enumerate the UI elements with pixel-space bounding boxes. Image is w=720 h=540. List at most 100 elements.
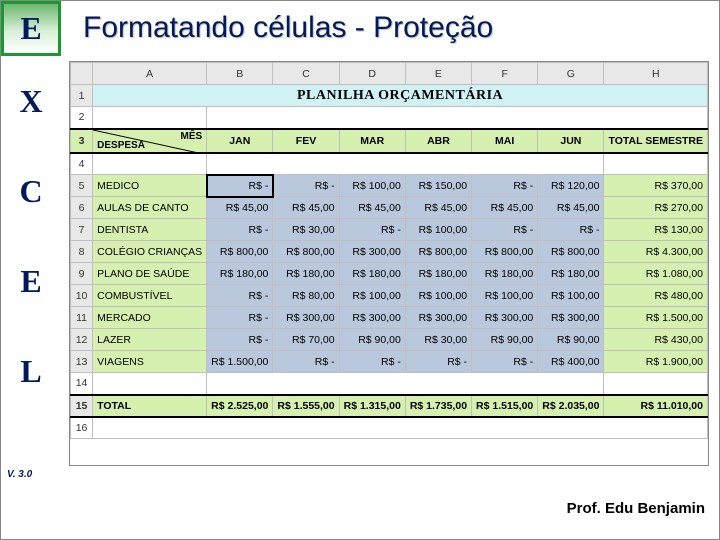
- col-a-header[interactable]: A: [93, 63, 207, 85]
- cell-11-4[interactable]: R$ 300,00: [405, 307, 471, 329]
- cell-9-1[interactable]: R$ 180,00: [207, 263, 273, 285]
- cell-7-5[interactable]: R$ -: [472, 219, 538, 241]
- spreadsheet[interactable]: A B C D E F G H 1 PLANILHA ORÇAMENTÁRIA …: [69, 61, 709, 466]
- cell-12-1[interactable]: R$ -: [207, 329, 273, 351]
- cell-8-4[interactable]: R$ 800,00: [405, 241, 471, 263]
- cell-6-5[interactable]: R$ 45,00: [472, 197, 538, 219]
- total-jun[interactable]: R$ 2.035,00: [538, 395, 604, 417]
- cell-h14[interactable]: [604, 373, 708, 395]
- cell-13-5[interactable]: R$ -: [472, 351, 538, 373]
- cell-13-1[interactable]: R$ 1.500,00: [207, 351, 273, 373]
- row-8-header[interactable]: 8: [71, 241, 93, 263]
- rowtotal-8[interactable]: R$ 4.300,00: [604, 241, 708, 263]
- cell-b4-g4[interactable]: [207, 153, 604, 175]
- cell-5-3[interactable]: R$ 100,00: [339, 175, 405, 197]
- cell-8-5[interactable]: R$ 800,00: [472, 241, 538, 263]
- rowtotal-13[interactable]: R$ 1.900,00: [604, 351, 708, 373]
- cell-6-6[interactable]: R$ 45,00: [538, 197, 604, 219]
- row-13-header[interactable]: 13: [71, 351, 93, 373]
- cell-5-2[interactable]: R$ -: [273, 175, 339, 197]
- cell-7-6[interactable]: R$ -: [538, 219, 604, 241]
- cell-11-3[interactable]: R$ 300,00: [339, 307, 405, 329]
- hdr-jun[interactable]: JUN: [538, 129, 604, 153]
- cell-13-6[interactable]: R$ 400,00: [538, 351, 604, 373]
- col-c-header[interactable]: C: [273, 63, 339, 85]
- cell-9-3[interactable]: R$ 180,00: [339, 263, 405, 285]
- row-4-header[interactable]: 4: [71, 153, 93, 175]
- cell-7-3[interactable]: R$ -: [339, 219, 405, 241]
- row-9-header[interactable]: 9: [71, 263, 93, 285]
- cell-7-2[interactable]: R$ 30,00: [273, 219, 339, 241]
- cell-10-5[interactable]: R$ 100,00: [472, 285, 538, 307]
- cell-5-1[interactable]: R$ -: [207, 175, 273, 197]
- cell-5-6[interactable]: R$ 120,00: [538, 175, 604, 197]
- label-12[interactable]: LAZER: [93, 329, 207, 351]
- col-f-header[interactable]: F: [472, 63, 538, 85]
- row-14-header[interactable]: 14: [71, 373, 93, 395]
- cell-10-6[interactable]: R$ 100,00: [538, 285, 604, 307]
- label-6[interactable]: AULAS DE CANTO: [93, 197, 207, 219]
- cell-6-4[interactable]: R$ 45,00: [405, 197, 471, 219]
- cell-8-6[interactable]: R$ 800,00: [538, 241, 604, 263]
- col-e-header[interactable]: E: [405, 63, 471, 85]
- total-mai[interactable]: R$ 1.515,00: [472, 395, 538, 417]
- cell-6-1[interactable]: R$ 45,00: [207, 197, 273, 219]
- row-15-header[interactable]: 15: [71, 395, 93, 417]
- cell-12-4[interactable]: R$ 30,00: [405, 329, 471, 351]
- cell-8-1[interactable]: R$ 800,00: [207, 241, 273, 263]
- row-16-header[interactable]: 16: [71, 417, 93, 439]
- cell-b14-g14[interactable]: [207, 373, 604, 395]
- sheet-title[interactable]: PLANILHA ORÇAMENTÁRIA: [93, 85, 708, 107]
- total-sem[interactable]: R$ 11.010,00: [604, 395, 708, 417]
- cell-7-1[interactable]: R$ -: [207, 219, 273, 241]
- hdr-total[interactable]: TOTAL SEMESTRE: [604, 129, 708, 153]
- cell-10-1[interactable]: R$ -: [207, 285, 273, 307]
- hdr-fev[interactable]: FEV: [273, 129, 339, 153]
- row-7-header[interactable]: 7: [71, 219, 93, 241]
- col-h-header[interactable]: H: [604, 63, 708, 85]
- cell-9-6[interactable]: R$ 180,00: [538, 263, 604, 285]
- rowtotal-12[interactable]: R$ 430,00: [604, 329, 708, 351]
- cell-a2[interactable]: [93, 107, 207, 129]
- row-1-header[interactable]: 1: [71, 85, 93, 107]
- rowtotal-10[interactable]: R$ 480,00: [604, 285, 708, 307]
- hdr-mar[interactable]: MAR: [339, 129, 405, 153]
- label-5[interactable]: MEDICO: [93, 175, 207, 197]
- label-8[interactable]: COLÉGIO CRIANÇAS: [93, 241, 207, 263]
- cell-12-5[interactable]: R$ 90,00: [472, 329, 538, 351]
- col-g-header[interactable]: G: [538, 63, 604, 85]
- hdr-mai[interactable]: MAI: [472, 129, 538, 153]
- row-6-header[interactable]: 6: [71, 197, 93, 219]
- cell-a16-h16[interactable]: [93, 417, 708, 439]
- label-7[interactable]: DENTISTA: [93, 219, 207, 241]
- cell-a4[interactable]: [93, 153, 207, 175]
- label-11[interactable]: MERCADO: [93, 307, 207, 329]
- row-10-header[interactable]: 10: [71, 285, 93, 307]
- cell-13-2[interactable]: R$ -: [273, 351, 339, 373]
- rowtotal-11[interactable]: R$ 1.500,00: [604, 307, 708, 329]
- hdr-abr[interactable]: ABR: [405, 129, 471, 153]
- cell-11-2[interactable]: R$ 300,00: [273, 307, 339, 329]
- row-12-header[interactable]: 12: [71, 329, 93, 351]
- cell-5-4[interactable]: R$ 150,00: [405, 175, 471, 197]
- total-label[interactable]: TOTAL: [93, 395, 207, 417]
- cell-13-3[interactable]: R$ -: [339, 351, 405, 373]
- row-5-header[interactable]: 5: [71, 175, 93, 197]
- rowtotal-5[interactable]: R$ 370,00: [604, 175, 708, 197]
- total-abr[interactable]: R$ 1.735,00: [405, 395, 471, 417]
- diag-header-cell[interactable]: MÊS DESPESA: [93, 129, 207, 153]
- col-d-header[interactable]: D: [339, 63, 405, 85]
- total-fev[interactable]: R$ 1.555,00: [273, 395, 339, 417]
- cell-12-6[interactable]: R$ 90,00: [538, 329, 604, 351]
- cell-8-3[interactable]: R$ 300,00: [339, 241, 405, 263]
- cell-12-2[interactable]: R$ 70,00: [273, 329, 339, 351]
- cell-5-5[interactable]: R$ -: [472, 175, 538, 197]
- row-3-header[interactable]: 3: [71, 129, 93, 153]
- cell-11-5[interactable]: R$ 300,00: [472, 307, 538, 329]
- total-jan[interactable]: R$ 2.525,00: [207, 395, 273, 417]
- corner-cell[interactable]: [71, 63, 93, 85]
- cell-10-3[interactable]: R$ 100,00: [339, 285, 405, 307]
- cell-12-3[interactable]: R$ 90,00: [339, 329, 405, 351]
- cell-11-6[interactable]: R$ 300,00: [538, 307, 604, 329]
- cell-9-2[interactable]: R$ 180,00: [273, 263, 339, 285]
